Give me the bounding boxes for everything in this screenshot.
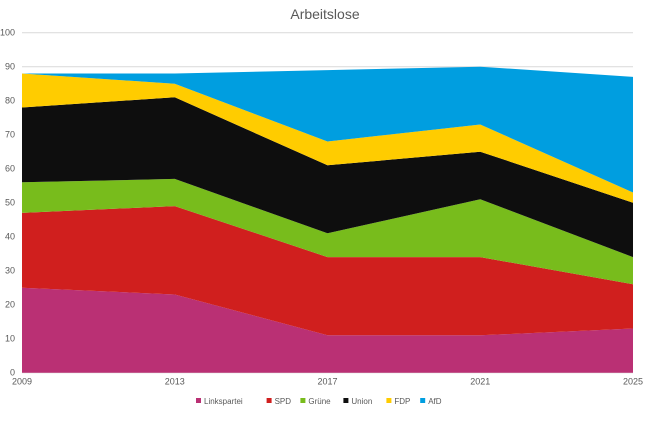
legend-item: Linkspartei [196, 397, 243, 406]
y-tick-label: 100 [0, 28, 15, 38]
y-tick-label: 30 [5, 266, 15, 276]
legend-swatch [300, 398, 306, 403]
legend-label: Grüne [308, 397, 331, 406]
legend-item: AfD [420, 397, 442, 406]
area-spd [22, 206, 633, 336]
legend-item: Grüne [300, 397, 331, 406]
x-tick-label: 2013 [165, 377, 185, 387]
area-union [22, 97, 633, 258]
y-tick-label: 20 [5, 300, 15, 310]
legend-swatch [266, 398, 272, 403]
y-tick-label: 50 [5, 198, 15, 208]
legend-item: SPD [266, 397, 292, 406]
x-tick-label: 2017 [317, 377, 337, 387]
y-tick-label: 60 [5, 164, 15, 174]
legend-swatch [420, 398, 426, 403]
legend-item: Union [343, 397, 372, 406]
y-tick-label: 70 [5, 130, 15, 140]
area-linkspartei [22, 287, 633, 373]
legend-swatch [343, 398, 349, 403]
y-tick-label: 80 [5, 96, 15, 106]
y-tick-label: 90 [5, 62, 15, 72]
y-tick-label: 40 [5, 232, 15, 242]
x-tick-label: 2021 [470, 377, 490, 387]
legend-label: SPD [275, 397, 292, 406]
x-tick-label: 2009 [12, 377, 32, 387]
legend-label: AfD [428, 397, 442, 406]
legend-label: Union [351, 397, 372, 406]
legend-swatch [196, 398, 201, 403]
legend-item: FDP [386, 397, 410, 406]
area-afd [22, 66, 633, 193]
y-tick-label: 10 [5, 334, 15, 344]
chart-title: Arbeitslose [290, 6, 359, 22]
legend-label: FDP [394, 397, 410, 406]
legend-label: Linkspartei [204, 397, 243, 406]
x-tick-label: 2025 [623, 377, 643, 387]
area-grüne [22, 178, 633, 285]
y-tick-label: 0 [10, 368, 15, 378]
legend-swatch [386, 398, 392, 403]
area-fdp [22, 73, 633, 203]
